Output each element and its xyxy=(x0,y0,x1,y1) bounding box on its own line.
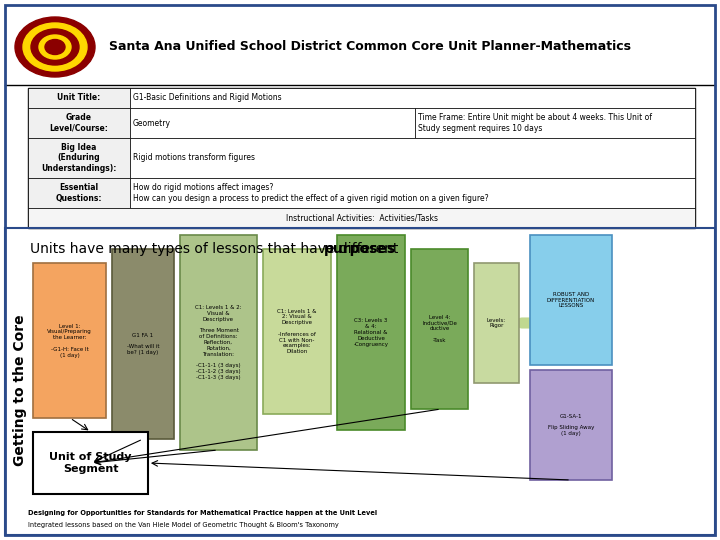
Bar xyxy=(130,178,695,208)
Bar xyxy=(28,108,130,138)
Bar xyxy=(28,138,130,178)
Circle shape xyxy=(39,35,71,59)
Circle shape xyxy=(15,17,95,77)
Bar xyxy=(28,178,130,208)
Text: Getting to the Core: Getting to the Core xyxy=(13,314,27,466)
Bar xyxy=(180,235,257,450)
Bar xyxy=(5,228,715,535)
Bar xyxy=(33,263,106,418)
Text: Time Frame: Entire Unit might be about 4 weeks. This Unit of
Study segment requi: Time Frame: Entire Unit might be about 4… xyxy=(418,113,652,133)
Text: Units have many types of lessons that have different: Units have many types of lessons that ha… xyxy=(30,242,402,256)
Text: G1-SA-1

Flip Sliding Away
(1 day): G1-SA-1 Flip Sliding Away (1 day) xyxy=(548,414,594,436)
Text: Level 1:
Visual/Preparing
the Learner:

-G1-H: Face It
(1 day): Level 1: Visual/Preparing the Learner: -… xyxy=(47,323,92,357)
Text: Instructional Activities:  Activities/Tasks: Instructional Activities: Activities/Tas… xyxy=(286,213,438,222)
Circle shape xyxy=(23,23,87,71)
Bar xyxy=(337,235,405,430)
Bar xyxy=(263,249,331,414)
Text: ROBUST AND
DIFFERENTIATION
LESSONS: ROBUST AND DIFFERENTIATION LESSONS xyxy=(547,292,595,308)
Text: Unit of Study
Segment: Unit of Study Segment xyxy=(49,452,132,474)
Bar xyxy=(130,88,695,108)
Bar xyxy=(28,88,130,108)
Bar xyxy=(530,370,612,480)
Bar xyxy=(28,208,695,228)
Bar xyxy=(33,432,148,494)
Bar xyxy=(28,88,695,228)
Text: Rigid motions transform figures: Rigid motions transform figures xyxy=(133,153,255,163)
Text: Big Idea
(Enduring
Understandings):: Big Idea (Enduring Understandings): xyxy=(41,143,117,173)
Text: purposes: purposes xyxy=(324,242,396,256)
Text: Level 4:
Inductive/De
ductive

-Task: Level 4: Inductive/De ductive -Task xyxy=(422,315,457,343)
Text: Santa Ana Unified School District Common Core Unit Planner-Mathematics: Santa Ana Unified School District Common… xyxy=(109,40,631,53)
Text: G1-Basic Definitions and Rigid Motions: G1-Basic Definitions and Rigid Motions xyxy=(133,93,282,103)
Bar xyxy=(474,263,519,383)
Text: C3: Levels 3
& 4:
Relational &
Deductive
-Congruency: C3: Levels 3 & 4: Relational & Deductive… xyxy=(354,319,389,347)
Text: Unit Title:: Unit Title: xyxy=(58,93,101,103)
Circle shape xyxy=(45,39,65,55)
Circle shape xyxy=(31,29,79,65)
Text: Grade
Level/Course:: Grade Level/Course: xyxy=(50,113,109,133)
Bar xyxy=(530,235,612,365)
Text: Essential
Questions:: Essential Questions: xyxy=(55,183,102,202)
Text: Integrated lessons based on the Van Hiele Model of Geometric Thought & Bloom's T: Integrated lessons based on the Van Hiel… xyxy=(28,522,338,528)
Bar xyxy=(130,108,415,138)
Text: Designing for Opportunities for Standards for Mathematical Practice happen at th: Designing for Opportunities for Standard… xyxy=(28,510,377,516)
Bar xyxy=(5,228,715,535)
Bar xyxy=(411,249,468,409)
Text: Levels:
Rigor: Levels: Rigor xyxy=(487,318,506,328)
Text: Geometry: Geometry xyxy=(133,118,171,127)
Text: How do rigid motions affect images?
How can you design a process to predict the : How do rigid motions affect images? How … xyxy=(133,183,489,202)
Text: G1 FA 1

-What will it
be? (1 day): G1 FA 1 -What will it be? (1 day) xyxy=(127,333,159,355)
Text: C1: Levels 1 &
2: Visual &
Descriptive

-Inferences of
C1 with Non-
examples:
Di: C1: Levels 1 & 2: Visual & Descriptive -… xyxy=(277,309,317,354)
Bar xyxy=(130,138,695,178)
Text: C1: Levels 1 & 2:
Visual &
Descriptive

Three Moment
of Definitions:
Reflection,: C1: Levels 1 & 2: Visual & Descriptive T… xyxy=(195,305,242,380)
Bar xyxy=(415,108,695,138)
Bar xyxy=(5,5,715,88)
Bar xyxy=(112,249,174,439)
